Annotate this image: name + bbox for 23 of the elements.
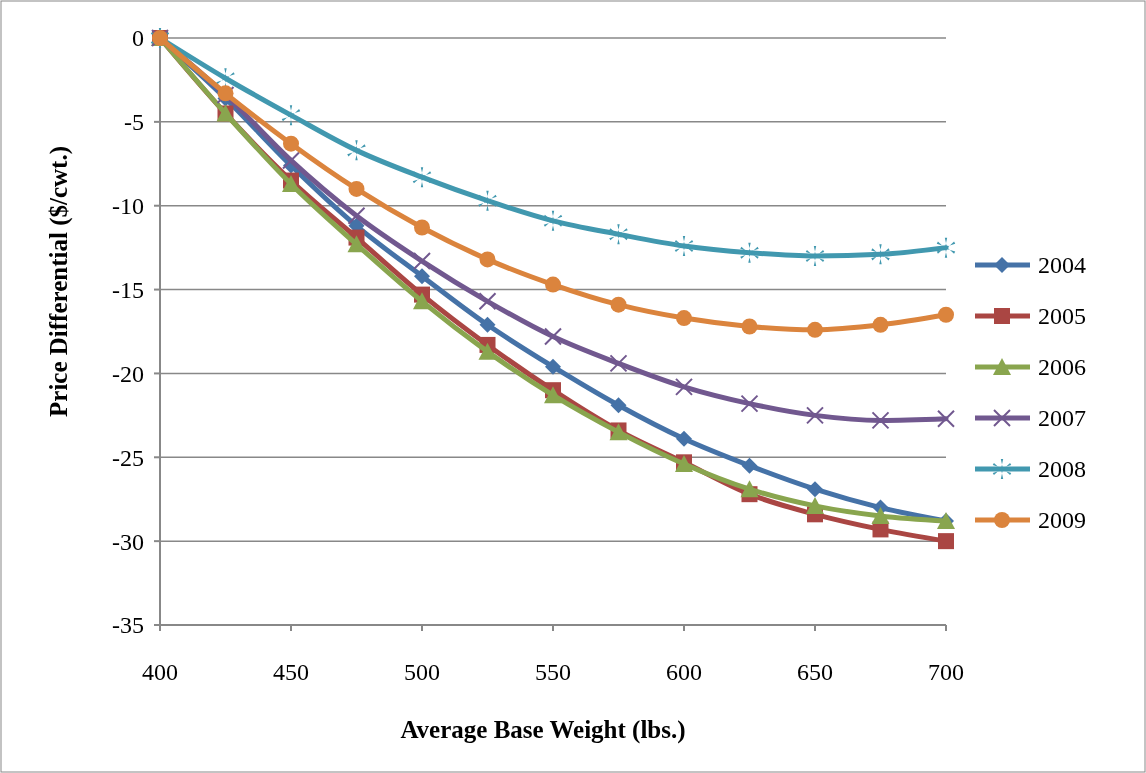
- x-tick-label: 700: [928, 659, 964, 685]
- y-axis-title: Price Differential ($/cwt.): [45, 146, 73, 417]
- y-tick-label: -35: [112, 612, 144, 639]
- x-tick-label: 500: [404, 659, 440, 685]
- legend-label: 2009: [1038, 507, 1086, 534]
- y-tick-label: -5: [124, 109, 144, 136]
- y-tick-label: -25: [112, 444, 144, 471]
- y-tick-label: -15: [112, 276, 144, 303]
- x-tick-label: 550: [535, 659, 571, 685]
- x-tick-label: 650: [797, 659, 833, 685]
- legend-label: 2008: [1038, 456, 1086, 483]
- legend-label: 2007: [1038, 405, 1086, 432]
- y-tick-label: -20: [112, 360, 144, 387]
- x-tick-label: 450: [273, 659, 309, 685]
- legend-label: 2006: [1038, 354, 1086, 381]
- y-tick-label: 0: [132, 25, 144, 52]
- x-tick-label: 600: [666, 659, 702, 685]
- legend-label: 2005: [1038, 303, 1086, 330]
- y-tick-label: -30: [112, 528, 144, 555]
- x-axis-title: Average Base Weight (lbs.): [400, 716, 686, 744]
- y-tick-label: -10: [112, 193, 144, 220]
- legend-label: 2004: [1038, 252, 1086, 279]
- x-tick-label: 400: [142, 659, 178, 685]
